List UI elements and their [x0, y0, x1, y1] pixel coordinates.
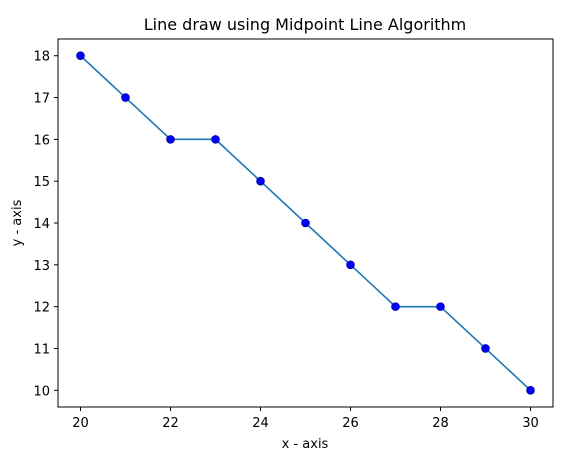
x-tick-label: 30 [522, 416, 539, 431]
data-point [121, 93, 130, 102]
y-tick-label: 11 [33, 342, 50, 357]
plot-area [57, 38, 554, 408]
y-tick-label: 10 [33, 384, 50, 399]
y-axis-label: y - axis [10, 199, 25, 246]
y-tick-label: 13 [33, 259, 50, 274]
y-tick-label: 17 [33, 92, 50, 107]
data-point [256, 176, 265, 186]
x-tick-label: 28 [432, 416, 449, 431]
x-tick-label: 24 [252, 416, 269, 431]
y-axis-ticks: 10 11 12 13 14 15 16 17 18 [33, 50, 58, 399]
y-tick-label: 14 [33, 217, 50, 232]
y-tick-label: 12 [33, 301, 50, 316]
data-point [391, 302, 400, 311]
y-tick-label: 16 [33, 133, 50, 148]
data-point [166, 135, 175, 144]
x-axis-ticks: 20 22 24 26 28 30 [72, 407, 539, 431]
data-point [526, 385, 535, 395]
x-tick-label: 26 [342, 416, 359, 431]
y-tick-label: 18 [33, 50, 50, 65]
chart-title: Line draw using Midpoint Line Algorithm [144, 15, 467, 34]
data-point [346, 260, 355, 270]
data-point [481, 344, 490, 353]
data-point [76, 51, 85, 61]
y-tick-label: 15 [33, 175, 50, 190]
data-point [211, 135, 220, 144]
x-tick-label: 20 [72, 416, 89, 431]
data-point [436, 302, 445, 311]
x-tick-label: 22 [162, 416, 179, 431]
data-point [301, 218, 310, 228]
x-axis-label: x - axis [282, 437, 329, 452]
